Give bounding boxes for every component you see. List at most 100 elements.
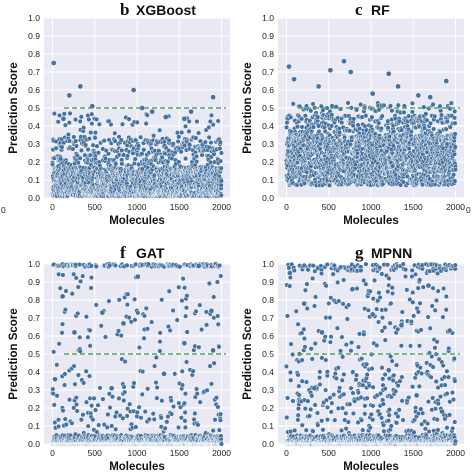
data-point — [88, 263, 94, 269]
x-tick-label: 0 — [50, 202, 55, 212]
y-tick-label: 0.0 — [28, 193, 40, 203]
data-point — [62, 371, 68, 377]
data-point — [218, 192, 224, 198]
data-point — [294, 124, 300, 130]
y-tick-label: 0.4 — [28, 121, 40, 131]
data-point — [369, 90, 376, 97]
data-point — [69, 291, 75, 297]
data-point — [406, 146, 412, 152]
data-point — [218, 150, 224, 156]
data-point — [108, 121, 114, 127]
data-point — [286, 63, 292, 70]
y-tick-label: 0.1 — [262, 175, 274, 185]
data-point — [73, 395, 79, 401]
data-point — [86, 116, 92, 122]
data-point — [57, 112, 63, 118]
data-point — [208, 140, 214, 146]
panel-letter: b — [120, 0, 129, 19]
data-point — [119, 121, 125, 127]
data-point — [89, 403, 95, 409]
data-point — [193, 153, 200, 159]
data-point — [427, 94, 434, 101]
data-point — [432, 113, 438, 119]
data-point — [101, 138, 107, 144]
x-tick-label: 1500 — [404, 202, 423, 212]
data-point — [217, 146, 223, 152]
data-point — [438, 112, 445, 118]
data-point — [96, 422, 102, 428]
y-tick-label: 1.0 — [28, 259, 40, 269]
y-tick-label: 0.8 — [262, 49, 274, 59]
data-point — [193, 135, 199, 141]
data-point — [183, 156, 189, 162]
data-point — [341, 58, 347, 65]
data-point — [51, 111, 57, 117]
data-point — [194, 159, 200, 165]
data-point — [347, 69, 354, 75]
data-point — [369, 114, 375, 120]
data-point — [452, 131, 458, 137]
y-tick-label: 0.8 — [28, 295, 40, 305]
data-point — [73, 138, 79, 144]
data-point — [77, 118, 83, 124]
x-tick-label: 1500 — [170, 202, 189, 212]
data-point — [80, 412, 86, 418]
data-point — [448, 100, 454, 106]
data-point — [92, 130, 99, 136]
data-point — [183, 123, 189, 129]
data-point — [208, 112, 214, 118]
data-point — [452, 144, 458, 150]
data-point — [176, 134, 182, 140]
x-tick-label: 2000 — [212, 202, 231, 212]
data-point — [51, 349, 57, 355]
data-point — [96, 121, 102, 127]
y-tick-label: 0.2 — [28, 157, 40, 167]
data-point — [81, 125, 87, 131]
y-tick-label: 0.7 — [28, 313, 40, 323]
data-point — [109, 394, 116, 400]
data-point — [130, 150, 136, 156]
y-tick-label: 0.4 — [262, 121, 274, 131]
data-point — [162, 114, 169, 120]
data-point — [113, 426, 119, 432]
data-point — [299, 124, 305, 130]
data-point — [78, 114, 84, 120]
data-point — [86, 373, 93, 379]
data-point — [452, 115, 458, 121]
data-point — [69, 420, 75, 426]
data-point — [87, 343, 93, 349]
data-point — [202, 139, 208, 145]
data-point — [134, 119, 140, 125]
y-tick-label: 0.9 — [28, 277, 40, 287]
y-tick-label: 0.5 — [28, 103, 40, 113]
data-point — [345, 100, 351, 106]
data-point — [363, 113, 369, 119]
data-point — [73, 143, 79, 149]
y-tick-label: 0.7 — [28, 67, 40, 77]
data-point — [78, 278, 84, 284]
data-point — [218, 158, 224, 164]
data-point — [67, 397, 73, 403]
data-point — [288, 114, 294, 120]
data-point — [389, 108, 395, 114]
data-point — [107, 405, 113, 411]
data-point — [116, 297, 122, 303]
data-point — [73, 117, 79, 123]
data-point — [141, 147, 147, 153]
y-tick-label: 0.1 — [28, 421, 40, 431]
data-point — [65, 131, 71, 138]
data-point — [395, 83, 401, 90]
data-point — [451, 151, 457, 157]
panel-letter: c — [355, 0, 363, 19]
data-point — [75, 310, 81, 316]
panel-b: 0.00.10.20.30.40.50.60.70.80.91.00 500 100… — [8, 0, 231, 227]
data-point — [186, 128, 192, 134]
x-tick-label: 1000 — [128, 202, 147, 212]
data-point — [98, 323, 104, 329]
y-axis-label: Prediction Score — [242, 62, 254, 153]
data-point — [59, 144, 65, 150]
data-point — [61, 111, 67, 117]
data-point — [116, 395, 122, 401]
data-point — [308, 108, 314, 114]
